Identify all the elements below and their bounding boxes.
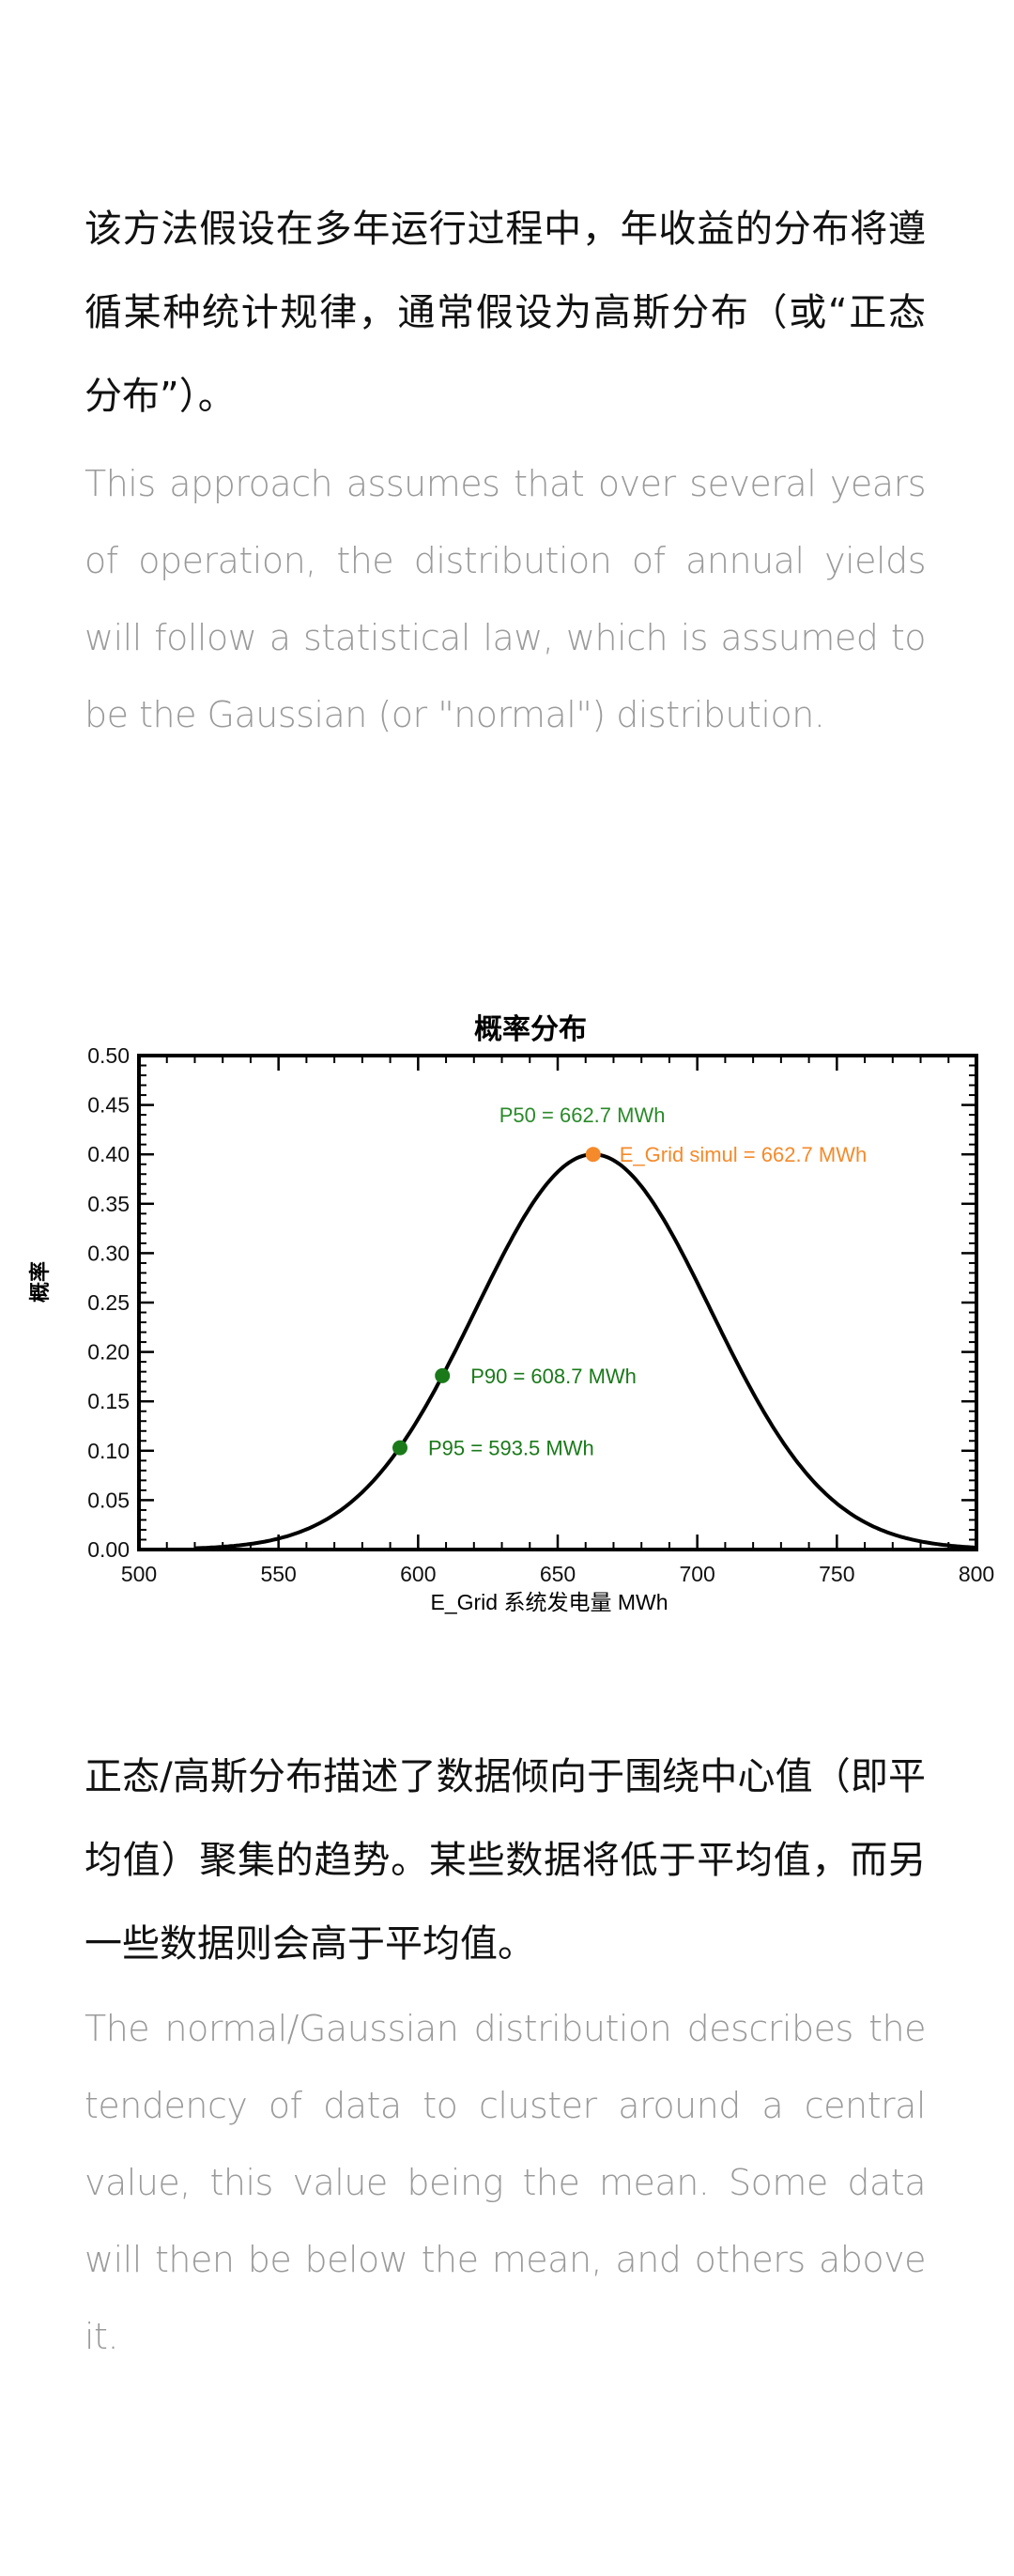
plot-frame xyxy=(137,1054,978,1551)
y-tick-label: 0.40 xyxy=(87,1142,130,1166)
y-tick-label: 0.10 xyxy=(87,1439,130,1463)
paragraph-en-1: This approach assumes that over several … xyxy=(84,463,927,735)
x-tick-label: 650 xyxy=(540,1562,576,1586)
data-point-label: P95 = 593.5 MWh xyxy=(428,1437,594,1460)
y-tick-label: 0.05 xyxy=(87,1488,130,1512)
y-axis-label: 概率 xyxy=(28,1261,52,1303)
probability-distribution-chart: 概率分布 E_Grid 系统发电量 MWh 概率 500 550 600 650 700… xyxy=(28,1014,994,1614)
chart-title: 概率分布 xyxy=(474,1014,587,1045)
y-tick-label: 0.50 xyxy=(87,1043,130,1068)
y-tick-label: 0.20 xyxy=(87,1340,130,1365)
gaussian-curve xyxy=(194,1152,977,1550)
y-tick-label: 0.25 xyxy=(87,1290,130,1315)
y-tick-label: 0.45 xyxy=(87,1093,130,1118)
y-tick-label: 0.15 xyxy=(87,1389,130,1413)
data-point-label: E_Grid simul = 662.7 MWh xyxy=(620,1143,867,1166)
data-point-label: P90 = 608.7 MWh xyxy=(470,1365,637,1388)
x-tick-label: 600 xyxy=(400,1562,436,1586)
paragraph-en-2: The normal/Gaussian distribution describ… xyxy=(84,2008,927,2357)
x-tick-label: 800 xyxy=(959,1562,994,1586)
x-tick-label: 550 xyxy=(260,1562,296,1586)
x-tick-label: 500 xyxy=(121,1562,157,1586)
x-axis-label: E_Grid 系统发电量 MWh xyxy=(430,1590,668,1614)
y-tick-label: 0.30 xyxy=(87,1241,130,1265)
data-point-label: P50 = 662.7 MWh xyxy=(499,1103,666,1127)
x-tick-label: 700 xyxy=(679,1562,714,1586)
y-tick-label: 0.00 xyxy=(87,1537,130,1562)
data-point-marker xyxy=(435,1367,451,1383)
data-point-marker xyxy=(585,1147,601,1163)
y-tick-label: 0.35 xyxy=(87,1192,130,1216)
x-tick-label: 750 xyxy=(819,1562,854,1586)
paragraph-zh-2: 正态/高斯分布描述了数据倾向于围绕中心值（即平均值）聚集的趋势。某些数据将低于平… xyxy=(84,1755,926,1966)
paragraph-zh-1: 该方法假设在多年运行过程中，年收益的分布将遵循某种统计规律，通常假设为高斯分布（… xyxy=(84,208,926,418)
data-point-marker xyxy=(392,1440,408,1456)
